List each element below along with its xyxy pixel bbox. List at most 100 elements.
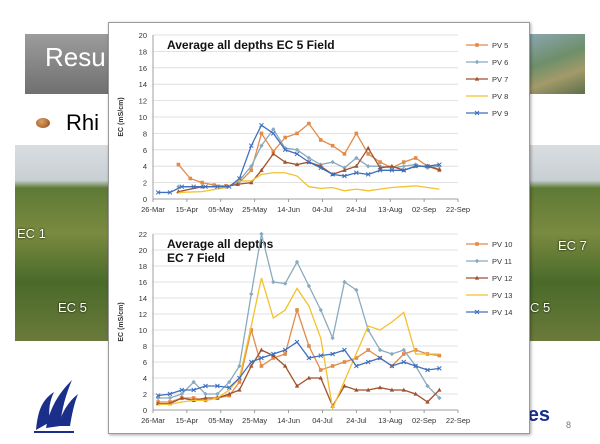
data-point (413, 363, 418, 369)
legend-marker (475, 43, 479, 47)
data-point (295, 308, 299, 312)
data-point (271, 127, 276, 132)
data-point (437, 353, 442, 358)
data-point (259, 131, 264, 136)
data-point (307, 344, 311, 348)
data-point (318, 368, 323, 372)
photo-label-ec5: EC 5 (58, 300, 87, 315)
y-axis-label: EC (mS/cm) (118, 97, 125, 136)
y-tick-label: 10 (139, 113, 147, 122)
data-point (377, 167, 383, 173)
data-point (235, 181, 240, 186)
data-point (365, 359, 371, 365)
data-point (354, 356, 359, 360)
data-point (226, 184, 232, 190)
data-point (282, 147, 288, 153)
field-photo-right (530, 145, 600, 341)
data-point (378, 160, 382, 164)
legend-label: PV 8 (492, 92, 508, 101)
data-point (413, 156, 418, 160)
legend-label: PV 12 (492, 274, 512, 283)
data-point (179, 391, 185, 397)
legend-label: PV 10 (492, 240, 512, 249)
x-tick-label: 22-Sep (446, 205, 470, 214)
series-pv-8: PV 8 (178, 92, 508, 194)
data-point (237, 363, 242, 369)
data-point (155, 190, 161, 195)
data-point (342, 165, 347, 171)
data-point (215, 383, 220, 389)
data-point (259, 143, 264, 148)
data-point (271, 149, 276, 154)
data-point (401, 347, 406, 353)
data-point (401, 359, 407, 365)
data-point (330, 172, 335, 177)
data-point (354, 387, 359, 392)
data-point (401, 164, 406, 169)
data-point (401, 352, 406, 356)
data-point (342, 383, 347, 388)
data-point (188, 176, 193, 181)
x-tick-label: 02-Sep (412, 416, 436, 425)
data-point (271, 353, 276, 358)
data-point (191, 379, 196, 385)
data-point (365, 145, 371, 150)
legend-label: PV 6 (492, 58, 508, 67)
x-tick-label: 15-Apr (176, 205, 199, 214)
data-point (437, 387, 442, 392)
data-point (366, 348, 370, 352)
data-point (354, 287, 359, 293)
data-point (389, 163, 395, 168)
data-point (191, 396, 196, 400)
data-point (227, 391, 232, 396)
data-point (318, 307, 323, 313)
legend-marker (474, 309, 480, 315)
x-tick-label: 05-May (208, 416, 233, 425)
bullet-icon (36, 118, 50, 128)
chart-1: 0 2 4 6 8 10 12 14 16 18 20 26-Mar 15-Apr 05-May 25-Ma… (118, 31, 508, 214)
data-point (330, 351, 335, 357)
data-point (377, 385, 383, 390)
legend-marker (474, 275, 480, 280)
data-point (389, 387, 395, 392)
data-point (270, 351, 276, 357)
x-tick-label: 26-Mar (141, 205, 165, 214)
x-tick-label: 14-Jun (277, 416, 300, 425)
legend-label: PV 5 (492, 41, 508, 50)
data-point (155, 393, 161, 398)
data-point (294, 383, 300, 388)
legend-label: PV 11 (492, 257, 512, 266)
data-point (295, 131, 299, 136)
data-point (203, 395, 208, 400)
series-line (177, 122, 440, 187)
university-logo-icon (34, 380, 78, 433)
data-point (237, 375, 242, 381)
data-point (389, 363, 395, 369)
legend-label: PV 14 (492, 308, 512, 317)
data-point (377, 347, 383, 353)
y-tick-label: 16 (139, 278, 147, 287)
data-point (306, 375, 312, 380)
x-tick-label: 24-Jul (346, 416, 367, 425)
photo-label-c5: C 5 (530, 300, 551, 315)
x-tick-label: 15-Apr (176, 416, 199, 425)
data-point (167, 395, 173, 401)
data-point (259, 364, 264, 368)
data-point (283, 135, 287, 140)
data-point (271, 151, 276, 156)
x-tick-label: 04-Jul (312, 205, 333, 214)
data-point (377, 355, 383, 361)
data-point (425, 163, 430, 169)
data-point (259, 122, 264, 128)
x-tick-label: 24-Jul (346, 205, 367, 214)
data-point (330, 143, 335, 148)
x-tick-label: 13-Aug (378, 416, 402, 425)
data-point (389, 351, 395, 357)
data-point (318, 138, 323, 142)
data-point (270, 131, 276, 136)
data-point (306, 283, 312, 289)
page-number: 8 (566, 420, 572, 430)
x-tick-label: 25-May (242, 205, 267, 214)
chart-title: Average all depths (167, 237, 274, 251)
data-point (294, 162, 300, 167)
